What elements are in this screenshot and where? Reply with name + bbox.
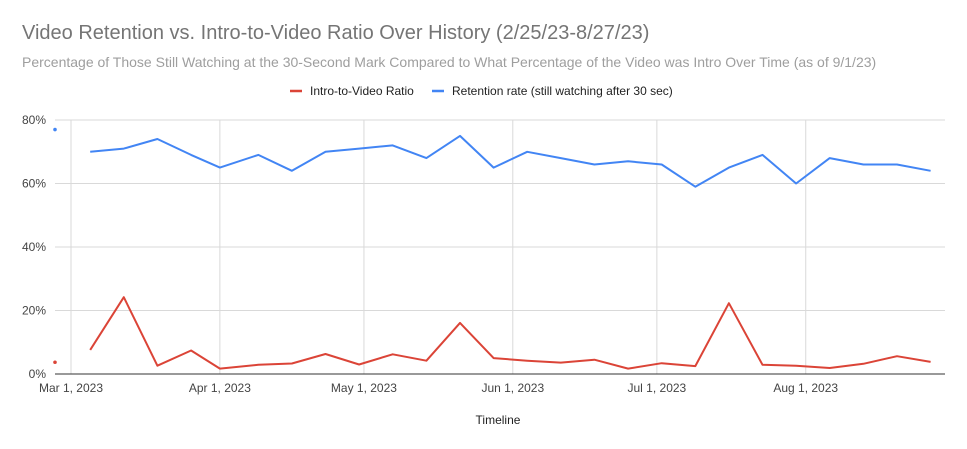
series-point bbox=[53, 360, 57, 365]
y-tick-label: 40% bbox=[22, 240, 46, 254]
legend-label: Intro-to-Video Ratio bbox=[310, 84, 414, 98]
x-tick-label: Aug 1, 2023 bbox=[773, 381, 838, 395]
series-lines bbox=[53, 127, 931, 370]
y-tick-label: 20% bbox=[22, 304, 46, 318]
y-tick-label: 0% bbox=[29, 367, 47, 381]
series-point bbox=[53, 127, 57, 132]
x-tick-label: Jun 1, 2023 bbox=[481, 381, 544, 395]
gridlines bbox=[55, 119, 945, 375]
x-axis-title: Timeline bbox=[476, 413, 521, 427]
legend: Intro-to-Video Ratio Retention rate (stil… bbox=[290, 84, 673, 98]
x-tick-label: May 1, 2023 bbox=[331, 381, 397, 395]
x-tick-label: Jul 1, 2023 bbox=[628, 381, 687, 395]
x-tick-label: Apr 1, 2023 bbox=[189, 381, 251, 395]
y-tick-label: 80% bbox=[22, 113, 46, 127]
chart-subtitle: Percentage of Those Still Watching at th… bbox=[22, 54, 877, 70]
chart-title: Video Retention vs. Intro-to-Video Ratio… bbox=[22, 22, 650, 44]
intro-ratio-line bbox=[89, 296, 931, 370]
axis-ticks: 0% 20% 40% 60% 80% Mar 1, 2023 Apr 1, 2023 May … bbox=[22, 113, 838, 395]
legend-label: Retention rate (still watching after 30 … bbox=[452, 84, 673, 98]
y-tick-label: 60% bbox=[22, 177, 46, 191]
x-tick-label: Mar 1, 2023 bbox=[39, 381, 103, 395]
retention-rate-line bbox=[90, 134, 931, 188]
